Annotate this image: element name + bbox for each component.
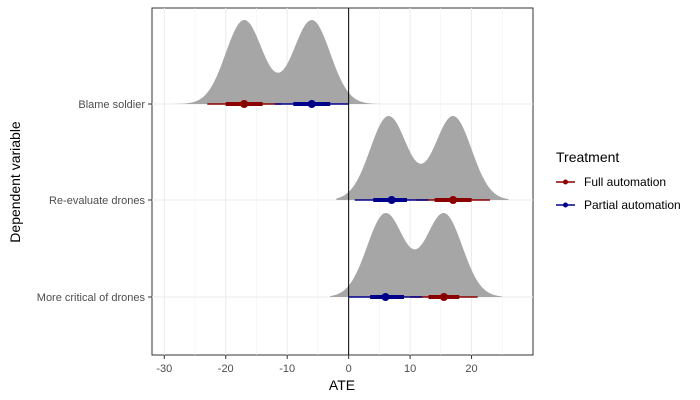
- x-tick-label-4: 10: [404, 363, 416, 375]
- legend-entry-partial-automation: Partial automation: [556, 198, 681, 212]
- density-blame-soldier: [164, 20, 380, 104]
- point-full-automation-blame-soldier: [240, 100, 249, 108]
- density-ridges: [164, 20, 509, 297]
- x-tick-label-5: 20: [465, 363, 477, 375]
- legend-label-full-automation: Full automation: [584, 175, 666, 189]
- x-axis-title: ATE: [329, 377, 355, 393]
- density-more-critical-of-drones: [330, 213, 503, 297]
- x-axis-ticks: -30 -20 -10 0 10 20: [156, 355, 478, 375]
- point-partial-automation-blame-soldier: [307, 100, 316, 108]
- point-full-automation-more-critical-of-drones: [439, 293, 448, 301]
- legend-point-partial-automation: [563, 202, 568, 208]
- legend-title: Treatment: [556, 149, 619, 165]
- x-tick-label-2: -10: [279, 363, 295, 375]
- x-tick-label-1: -20: [218, 363, 234, 375]
- y-axis-ticks: Blame soldier Re-evaluate drones More crit…: [37, 99, 152, 304]
- legend: Treatment Full automation Partial automa…: [556, 149, 681, 212]
- point-ranges: [207, 100, 490, 301]
- point-partial-automation-more-critical-of-drones: [381, 293, 390, 301]
- y-tick-label-re-evaluate-drones: Re-evaluate drones: [49, 195, 146, 207]
- y-tick-label-blame-soldier: Blame soldier: [78, 99, 145, 111]
- legend-entry-full-automation: Full automation: [556, 175, 666, 189]
- legend-point-full-automation: [563, 179, 568, 185]
- x-tick-label-3: 0: [346, 363, 352, 375]
- y-tick-label-more-critical-of-drones: More critical of drones: [37, 292, 146, 304]
- x-tick-label-0: -30: [156, 363, 172, 375]
- point-full-automation-re-evaluate-drones: [449, 196, 458, 204]
- point-partial-automation-re-evaluate-drones: [387, 196, 396, 204]
- density-re-evaluate-drones: [336, 116, 509, 200]
- y-axis-title: Dependent variable: [7, 121, 23, 243]
- legend-label-partial-automation: Partial automation: [584, 198, 681, 212]
